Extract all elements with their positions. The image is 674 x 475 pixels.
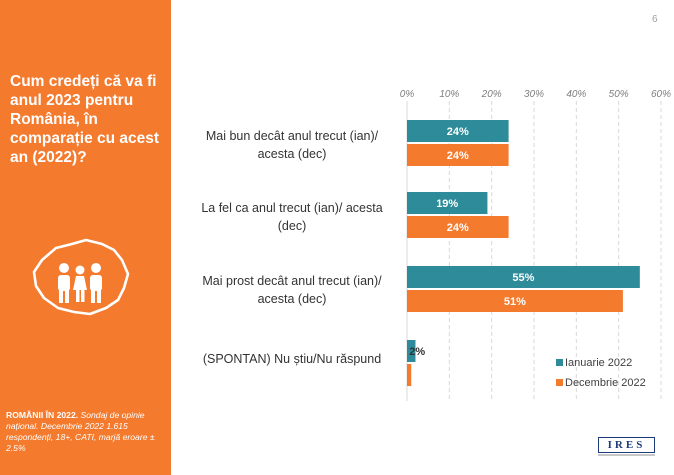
data-label: 19% <box>436 198 458 210</box>
category-label-4: (SPONTAN) Nu știu/Nu răspund <box>202 352 382 366</box>
survey-note-title: ROMÂNII ÎN 2022. <box>6 410 79 420</box>
survey-note-text: Sondaj de opinie național. Decembrie 202… <box>6 410 155 453</box>
legend-swatch <box>556 359 563 366</box>
data-label: 24% <box>447 222 469 234</box>
romania-map-people-icon <box>32 238 130 316</box>
bar <box>407 192 488 214</box>
data-label: 2% <box>409 346 425 358</box>
sidebar-panel: Cum credeți că va fi anul 2023 pentru Ro… <box>0 0 171 475</box>
tick-label: 30% <box>524 89 544 100</box>
legend-swatch <box>556 379 563 386</box>
data-label: 51% <box>504 296 526 308</box>
data-label: 55% <box>512 272 534 284</box>
bar <box>407 290 623 312</box>
tick-label: 10% <box>439 89 459 100</box>
tick-label: 40% <box>566 89 586 100</box>
ires-logo: IRES <box>598 437 655 457</box>
page-number: 6 <box>652 14 658 25</box>
logo-underline <box>598 454 655 456</box>
logo-text: IRES <box>598 437 655 453</box>
data-label: 24% <box>447 126 469 138</box>
tick-label: 50% <box>609 89 629 100</box>
bar <box>407 144 509 166</box>
survey-note: ROMÂNII ÎN 2022. Sondaj de opinie națion… <box>6 410 168 454</box>
tick-label: 0% <box>400 89 415 100</box>
category-label-3: Mai prost decât anul trecut (ian)/ acest… <box>202 274 382 306</box>
category-label-1: Mai bun decât anul trecut (ian)/ acesta … <box>205 129 379 161</box>
bar <box>407 120 509 142</box>
bar <box>407 266 640 288</box>
category-label-2: La fel ca anul trecut (ian)/ acesta (dec… <box>201 201 383 233</box>
legend-label: Ianuarie 2022 <box>565 357 632 369</box>
bar <box>407 216 509 238</box>
tick-label: 20% <box>481 89 502 100</box>
legend-label: Decembrie 2022 <box>565 377 646 389</box>
question-title: Cum credeți că va fi anul 2023 pentru Ro… <box>10 73 160 166</box>
bar <box>407 340 416 362</box>
tick-label: 60% <box>651 89 671 100</box>
bar <box>407 364 412 386</box>
data-label: 24% <box>447 150 469 162</box>
